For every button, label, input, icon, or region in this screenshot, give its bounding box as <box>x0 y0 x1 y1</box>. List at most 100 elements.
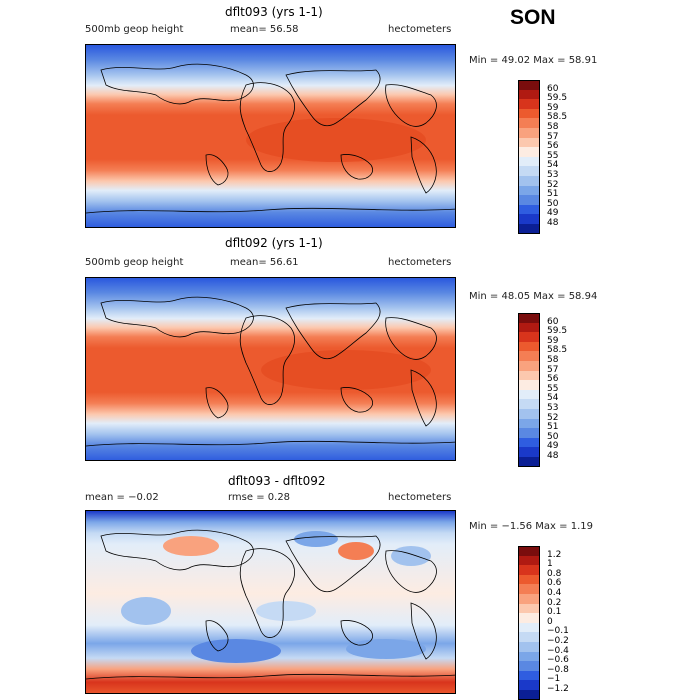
panel-title: dflt093 (yrs 1-1) <box>225 5 323 19</box>
colorbar-label: 51 <box>547 422 559 433</box>
colorbar-swatch <box>518 661 540 672</box>
colorbar-swatch <box>518 89 540 100</box>
colorbar-frame <box>518 313 540 467</box>
colorbar-label: 60 <box>547 83 559 94</box>
colorbar-swatch <box>518 418 540 429</box>
colorbar-label: 1 <box>547 559 553 570</box>
colorbar-swatch <box>518 632 540 643</box>
colorbar-label: 58 <box>547 355 559 365</box>
colorbar-label: 55 <box>547 383 559 394</box>
rmse-label: rmse = 0.28 <box>228 492 291 503</box>
colorbar-swatch <box>518 680 540 691</box>
colorbar-swatch <box>518 670 540 681</box>
colorbar-swatch <box>518 322 540 333</box>
colorbar-label: 0.8 <box>547 568 562 579</box>
colorbar-swatch <box>518 380 540 391</box>
colorbar-label: 55 <box>547 150 559 161</box>
colorbar-swatch <box>518 147 540 158</box>
colorbar-swatch <box>518 313 540 324</box>
colorbar-swatch <box>518 166 540 177</box>
colorbar-swatch <box>518 341 540 352</box>
colorbar-label: 50 <box>547 198 559 209</box>
map-bottom <box>85 510 456 694</box>
colorbar-swatch <box>518 80 540 91</box>
colorbar-swatch <box>518 409 540 420</box>
colorbar-label: −1 <box>547 674 561 685</box>
colorbar-swatch <box>518 642 540 653</box>
min-max-label: Min = 49.02 Max = 58.91 <box>469 55 598 66</box>
colorbar-label: −0.6 <box>547 655 569 666</box>
colorbar-label: 59 <box>547 102 559 113</box>
colorbar-label: 52 <box>547 412 559 423</box>
colorbar-swatch <box>518 428 540 439</box>
colorbar-swatch <box>518 447 540 458</box>
colorbar-label: 58.5 <box>547 112 568 123</box>
colorbar-label: 60 <box>547 316 559 327</box>
colorbar-swatch <box>518 195 540 206</box>
colorbar-swatch <box>518 108 540 119</box>
units-label: hectometers <box>388 492 452 503</box>
colorbar-swatch <box>518 574 540 585</box>
colorbar-label: 49 <box>547 441 559 452</box>
colorbar-label: 56 <box>547 374 559 385</box>
colorbar-swatch <box>518 399 540 410</box>
colorbar-swatch <box>518 128 540 139</box>
colorbar-label: 0 <box>547 616 553 627</box>
colorbar-frame <box>518 80 540 234</box>
colorbar-label: 49 <box>547 208 559 219</box>
colorbar-label: 50 <box>547 431 559 442</box>
colorbar-swatch <box>518 555 540 566</box>
units-label: hectometers <box>388 257 452 268</box>
colorbar-label: 57 <box>547 364 559 375</box>
colorbar-swatch <box>518 204 540 215</box>
colorbar-swatch <box>518 332 540 343</box>
colorbar-swatch <box>518 603 540 614</box>
colorbar-label: 54 <box>547 393 559 404</box>
colorbar-label: 56 <box>547 141 559 152</box>
map-top <box>85 44 456 228</box>
colorbar-label: 53 <box>547 170 559 180</box>
mean-label: mean= 56.61 <box>230 257 299 268</box>
mean-label: mean= 56.58 <box>230 24 299 35</box>
colorbar-label: 0.6 <box>547 578 562 589</box>
min-max-label: Min = 48.05 Max = 58.94 <box>469 291 598 302</box>
colorbar-swatch <box>518 690 540 700</box>
colorbar-label: 58 <box>547 122 559 132</box>
colorbar-swatch <box>518 613 540 624</box>
colorbar-label: −0.8 <box>547 664 569 675</box>
colorbar-swatch <box>518 370 540 381</box>
colorbar-label: 59.5 <box>547 326 568 337</box>
colorbar-swatch <box>518 622 540 633</box>
colorbar-swatch <box>518 594 540 605</box>
coastlines <box>86 529 455 680</box>
colorbar-label: 51 <box>547 189 559 200</box>
colorbar-label: 48 <box>547 451 559 461</box>
colorbar-label: −0.2 <box>547 636 569 646</box>
colorbar-frame <box>518 546 540 700</box>
colorbar-label: −0.4 <box>547 645 569 656</box>
colorbar-label: −1.2 <box>547 684 569 694</box>
colorbar-swatch <box>518 156 540 167</box>
colorbar-swatch <box>518 137 540 148</box>
field-label: 500mb geop height <box>85 24 184 35</box>
colorbar-swatch <box>518 361 540 372</box>
coastlines <box>86 63 455 214</box>
coastlines <box>86 296 455 447</box>
colorbar-swatch <box>518 351 540 362</box>
colorbar-label: 57 <box>547 131 559 142</box>
field-label: 500mb geop height <box>85 257 184 268</box>
colorbar-label: 0.4 <box>547 588 562 598</box>
colorbar-label: 59 <box>547 335 559 346</box>
colorbar-label: 52 <box>547 179 559 190</box>
colorbar-swatch <box>518 185 540 196</box>
colorbar-label: 1.2 <box>547 549 562 560</box>
colorbar-label: 48 <box>547 218 559 228</box>
colorbar-swatch <box>518 389 540 400</box>
colorbar-swatch <box>518 457 540 468</box>
colorbar-swatch <box>518 176 540 187</box>
colorbar-label: 59.5 <box>547 93 568 104</box>
colorbar-label: 58.5 <box>547 345 568 356</box>
colorbar-label: 0.1 <box>547 607 562 618</box>
colorbar-label: 53 <box>547 403 559 413</box>
panel-title: dflt093 - dflt092 <box>228 474 326 488</box>
